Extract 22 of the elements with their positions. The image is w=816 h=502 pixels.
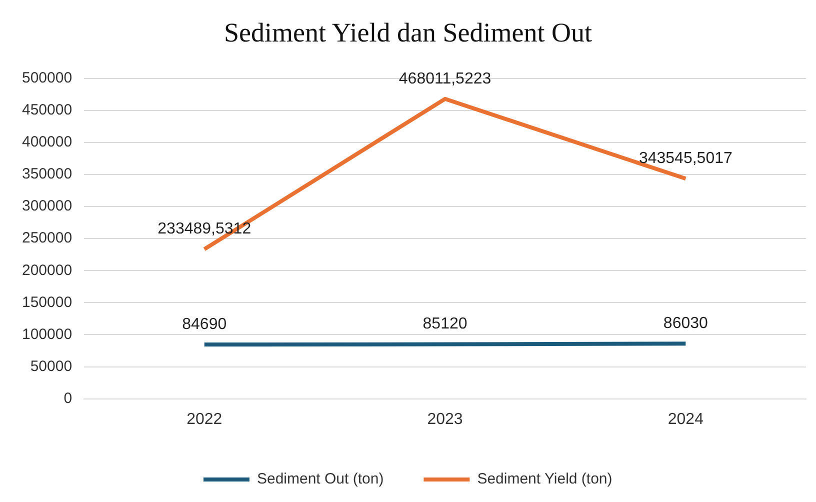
legend-label: Sediment Out (ton) — [256, 470, 384, 488]
legend-label: Sediment Yield (ton) — [477, 470, 612, 488]
y-tick-label: 100000 — [22, 326, 72, 343]
data-label: 86030 — [663, 315, 708, 332]
data-label: 85120 — [422, 316, 468, 333]
y-tick-label: 300000 — [22, 198, 72, 215]
y-tick-label: 350000 — [22, 166, 72, 183]
y-tick-label: 500000 — [22, 70, 72, 87]
y-tick-label: 200000 — [22, 262, 72, 279]
x-tick-label: 2024 — [668, 410, 704, 428]
y-tick-label: 250000 — [22, 230, 72, 247]
x-tick-label: 2022 — [186, 410, 222, 428]
y-tick-label: 50000 — [30, 358, 72, 375]
y-tick-label: 0 — [64, 390, 72, 407]
chart-title: Sediment Yield dan Sediment Out — [224, 17, 592, 48]
y-tick-label: 150000 — [22, 294, 72, 311]
y-tick-label: 450000 — [22, 102, 72, 119]
data-label: 343545,5017 — [638, 150, 732, 168]
data-label: 84690 — [182, 316, 227, 333]
x-tick-label: 2023 — [427, 410, 463, 428]
y-tick-label: 400000 — [22, 134, 72, 151]
data-label: 468011,5223 — [398, 70, 492, 88]
